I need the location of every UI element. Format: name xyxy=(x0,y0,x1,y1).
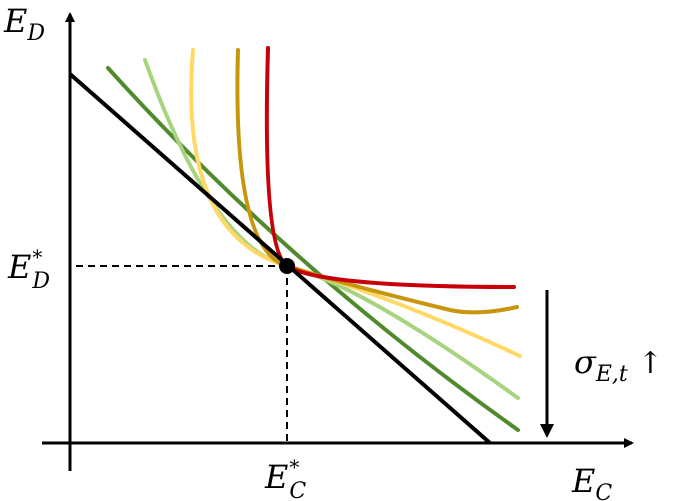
y-axis-label: ED xyxy=(3,2,45,46)
budget-line xyxy=(68,72,492,445)
curve-light-green xyxy=(143,58,520,400)
curve-gold xyxy=(235,48,519,315)
curve-dark-green xyxy=(106,66,520,432)
equilibrium-x-label: E* C xyxy=(264,455,306,501)
equilibrium-point xyxy=(279,258,295,274)
sigma-down-arrowhead xyxy=(540,424,554,438)
sigma-label: σE,t ↑ xyxy=(574,343,663,387)
equilibrium-y-label: E* D xyxy=(7,245,50,294)
curve-red xyxy=(264,46,516,289)
x-axis-label: EC xyxy=(571,462,612,501)
